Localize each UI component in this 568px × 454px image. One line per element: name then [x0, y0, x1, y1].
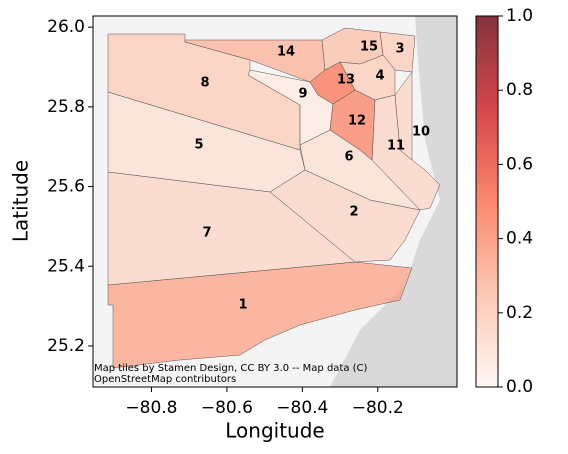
- region-label: 6: [344, 150, 353, 165]
- region: [107, 171, 356, 286]
- y-tick-label: 25.8: [47, 97, 85, 117]
- region-label: 2: [349, 205, 358, 220]
- y-axis-label: Latitude: [9, 160, 33, 242]
- colorbar-frame: [475, 15, 499, 388]
- x-tick-label: −80.4: [276, 398, 328, 418]
- region-label: 5: [194, 138, 203, 153]
- region-label: 7: [202, 226, 211, 241]
- y-tick-label: 26.0: [47, 17, 85, 37]
- region: [321, 27, 384, 71]
- region-label: 4: [375, 69, 384, 84]
- region-label: 8: [200, 76, 209, 91]
- axes-frame: [92, 15, 458, 388]
- x-tick-label: −80.2: [352, 398, 404, 418]
- colorbar-tick-label: 0.2: [506, 303, 533, 323]
- region-label: 13: [337, 73, 355, 88]
- colorbar-tick-label: 0.8: [506, 80, 533, 100]
- region-label: 1: [238, 298, 247, 313]
- region-label: 15: [360, 40, 378, 55]
- region-label: 10: [412, 125, 430, 140]
- attribution-text: Map tiles by Stamen Design, CC BY 3.0 --…: [94, 363, 368, 385]
- x-axis-label: Longitude: [225, 419, 324, 443]
- region-label: 14: [277, 45, 295, 60]
- y-tick-label: 25.2: [47, 336, 85, 356]
- region-label: 12: [348, 114, 366, 129]
- attribution: Map tiles by Stamen Design, CC BY 3.0 --…: [94, 363, 368, 385]
- region: [107, 261, 413, 369]
- colorbar-tick-label: 0.6: [506, 154, 533, 174]
- region-label: 9: [298, 87, 307, 102]
- x-tick-label: −80.6: [201, 398, 253, 418]
- colorbar-tick-label: 0.0: [506, 377, 533, 397]
- region-label: 3: [395, 42, 404, 57]
- colorbar-tick-label: 0.4: [506, 229, 533, 249]
- y-tick-label: 25.6: [47, 177, 85, 197]
- colorbar: [476, 16, 498, 387]
- y-tick-label: 25.4: [47, 256, 85, 276]
- region: [371, 94, 441, 211]
- region-label: 11: [387, 139, 405, 154]
- x-tick-label: −80.8: [125, 398, 177, 418]
- colorbar-tick-label: 1.0: [506, 6, 533, 26]
